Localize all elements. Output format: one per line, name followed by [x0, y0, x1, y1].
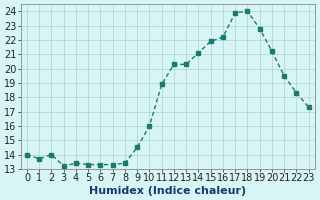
X-axis label: Humidex (Indice chaleur): Humidex (Indice chaleur)	[89, 186, 246, 196]
